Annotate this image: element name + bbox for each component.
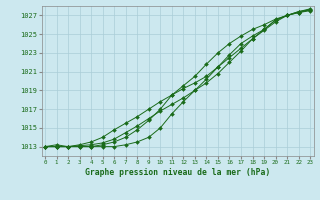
X-axis label: Graphe pression niveau de la mer (hPa): Graphe pression niveau de la mer (hPa) <box>85 168 270 177</box>
